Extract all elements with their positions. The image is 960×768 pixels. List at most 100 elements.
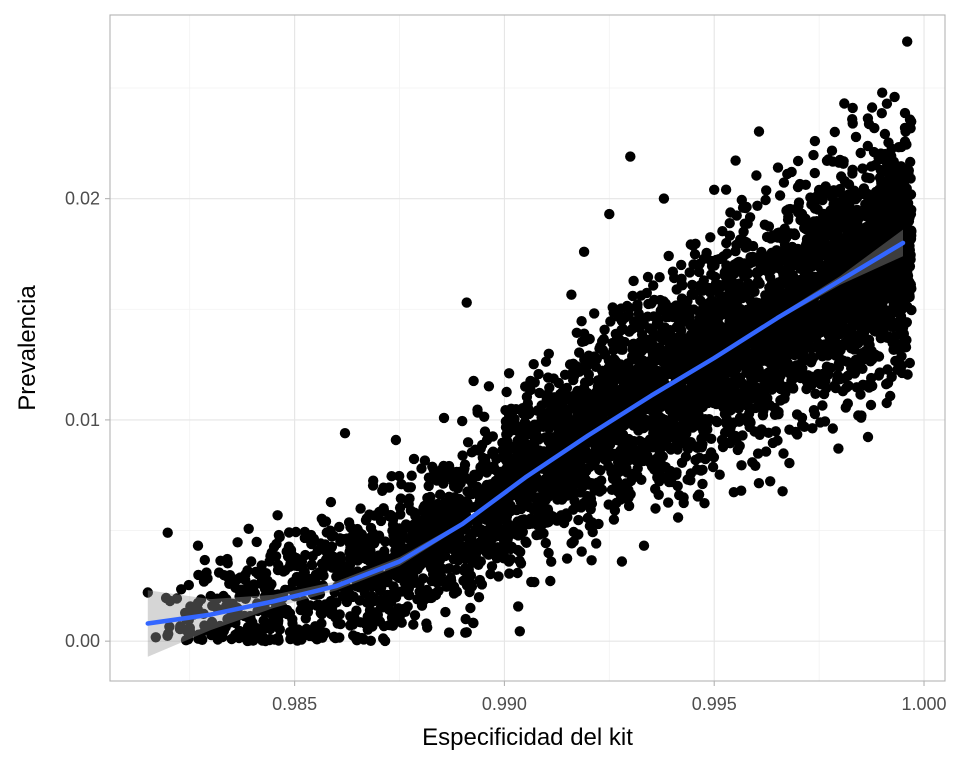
- scatter-point: [487, 448, 499, 460]
- scatter-point: [512, 567, 523, 579]
- scatter-point: [252, 605, 263, 617]
- scatter-point: [465, 602, 476, 614]
- scatter-point: [886, 143, 897, 154]
- scatter-point: [335, 618, 346, 630]
- scatter-point: [224, 570, 236, 581]
- scatter-point: [628, 275, 639, 287]
- scatter-point: [889, 268, 900, 280]
- scatter-point: [431, 574, 443, 585]
- scatter-point: [769, 322, 780, 333]
- scatter-point: [507, 473, 518, 484]
- scatter-point: [614, 311, 625, 322]
- scatter-point: [651, 355, 662, 366]
- scatter-point: [521, 391, 533, 403]
- scatter-point: [872, 289, 884, 300]
- scatter-point: [856, 237, 868, 249]
- scatter-point: [497, 451, 508, 463]
- scatter-point: [821, 224, 833, 235]
- scatter-point: [884, 213, 895, 224]
- scatter-point: [226, 617, 237, 628]
- scatter-point: [733, 278, 745, 289]
- scatter-point: [890, 181, 901, 192]
- scatter-point: [663, 250, 674, 262]
- scatter-point: [209, 626, 220, 637]
- scatter-point: [879, 128, 891, 140]
- scatter-point: [876, 108, 887, 119]
- scatter-point: [532, 520, 544, 531]
- scatter-point: [503, 443, 514, 455]
- scatter-point: [557, 386, 568, 398]
- scatter-point: [706, 269, 717, 280]
- scatter-point: [514, 494, 526, 505]
- scatter-point: [637, 345, 648, 356]
- scatter-point: [607, 337, 618, 349]
- scatter-point: [740, 287, 751, 298]
- scatter-point: [707, 390, 719, 402]
- scatter-point: [569, 400, 581, 411]
- scatter-point: [386, 510, 397, 521]
- scatter-point: [408, 619, 419, 630]
- scatter-point: [459, 563, 470, 575]
- scatter-point: [724, 316, 735, 327]
- scatter-point: [687, 279, 698, 291]
- scatter-point: [662, 471, 673, 482]
- scatter-point: [352, 555, 363, 566]
- scatter-point: [906, 304, 917, 316]
- scatter-point: [486, 561, 498, 572]
- scatter-point: [801, 266, 813, 277]
- scatter-point: [789, 330, 800, 341]
- scatter-point: [567, 482, 578, 493]
- scatter-point: [808, 274, 820, 285]
- scatter-point: [272, 617, 284, 629]
- scatter-point: [701, 300, 713, 312]
- scatter-point: [272, 510, 283, 521]
- scatter-point: [414, 579, 425, 590]
- scatter-point: [729, 259, 740, 270]
- scatter-point: [443, 519, 454, 530]
- scatter-point: [579, 328, 590, 339]
- scatter-point: [859, 207, 870, 218]
- scatter-point: [820, 181, 831, 192]
- scatter-point: [521, 537, 532, 548]
- scatter-point: [568, 536, 579, 547]
- scatter-point: [902, 198, 914, 209]
- scatter-point: [513, 601, 524, 612]
- scatter-point: [811, 216, 822, 227]
- scatter-point: [790, 426, 801, 438]
- scatter-point: [738, 226, 749, 237]
- scatter-point: [829, 126, 840, 138]
- scatter-point: [851, 305, 862, 316]
- scatter-point: [393, 603, 404, 614]
- scatter-point: [557, 492, 569, 503]
- scatter-point: [693, 411, 705, 423]
- scatter-point: [614, 362, 626, 373]
- scatter-point: [788, 372, 799, 384]
- scatter-point: [855, 389, 866, 400]
- scatter-point: [734, 440, 745, 452]
- scatter-point: [481, 434, 493, 446]
- scatter-point: [684, 312, 695, 323]
- scatter-point: [769, 402, 780, 414]
- scatter-point: [835, 284, 846, 295]
- scatter-point: [904, 289, 915, 301]
- scatter-point: [857, 354, 868, 366]
- scatter-point: [692, 350, 703, 362]
- scatter-point: [540, 512, 551, 524]
- scatter-point: [752, 276, 764, 287]
- scatter-point: [306, 538, 317, 550]
- scatter-point: [660, 298, 671, 309]
- scatter-point: [591, 538, 602, 549]
- scatter-point: [847, 164, 858, 175]
- scatter-point: [773, 358, 784, 370]
- scatter-point: [855, 332, 866, 344]
- scatter-point: [607, 389, 618, 400]
- scatter-point: [235, 572, 246, 583]
- scatter-point: [714, 372, 725, 384]
- scatter-point: [574, 347, 585, 358]
- scatter-point: [738, 347, 750, 359]
- scatter-point: [348, 630, 359, 641]
- scatter-point: [485, 525, 496, 536]
- scatter-point: [863, 339, 874, 350]
- scatter-point: [403, 583, 414, 594]
- scatter-point: [718, 299, 730, 310]
